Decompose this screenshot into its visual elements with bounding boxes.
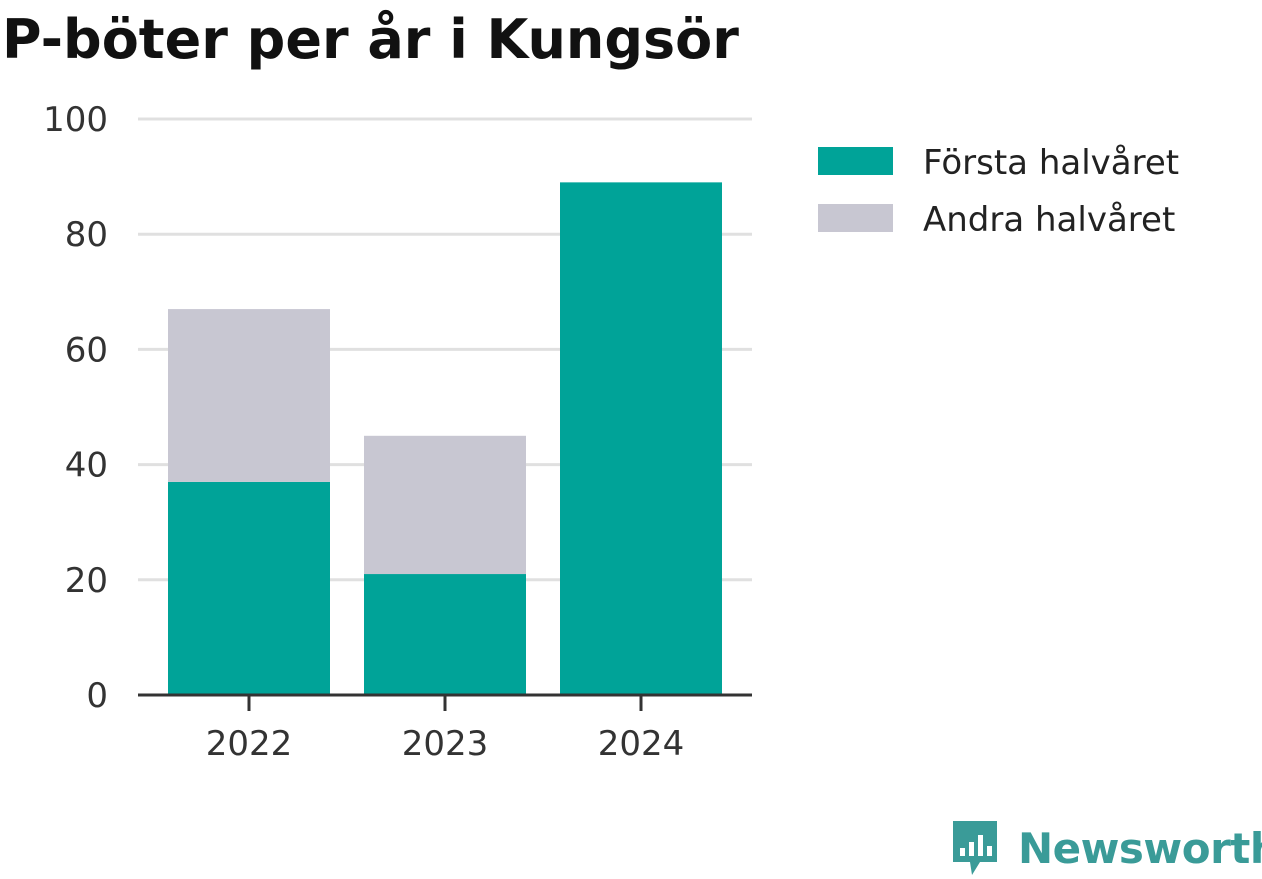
legend-swatch	[818, 147, 893, 175]
legend-swatch	[818, 204, 893, 232]
bars	[168, 182, 722, 696]
newsworthy-chart-bubble-icon	[953, 821, 997, 875]
x-tick-label: 2023	[402, 724, 489, 764]
x-axis	[138, 693, 752, 711]
legend-label: Första halvåret	[923, 143, 1179, 183]
chart-title: P-böter per år i Kungsör	[2, 8, 739, 71]
x-tick-label: 2024	[598, 724, 685, 764]
bar-segment	[364, 574, 526, 695]
x-axis-ticks: 2022 2023 2024	[206, 724, 685, 764]
bar-segment	[560, 182, 722, 696]
bar-segment	[168, 481, 330, 695]
bar-segment	[168, 309, 330, 482]
y-axis-ticks: 0 20 40 60 80 100	[43, 100, 108, 716]
y-tick-label: 20	[65, 561, 108, 601]
y-tick-label: 80	[65, 215, 108, 255]
y-tick-label: 100	[43, 100, 108, 140]
logo-text: Newsworthy	[1018, 823, 1262, 873]
newsworthy-logo: Newsworthy	[950, 818, 1262, 878]
legend-label: Andra halvåret	[923, 200, 1175, 240]
legend: Första halvåret Andra halvåret	[818, 143, 1179, 240]
x-tick-label: 2022	[206, 724, 293, 764]
y-tick-label: 40	[65, 446, 108, 486]
bar-segment	[364, 435, 526, 575]
y-tick-label: 0	[86, 676, 108, 716]
y-tick-label: 60	[65, 330, 108, 370]
